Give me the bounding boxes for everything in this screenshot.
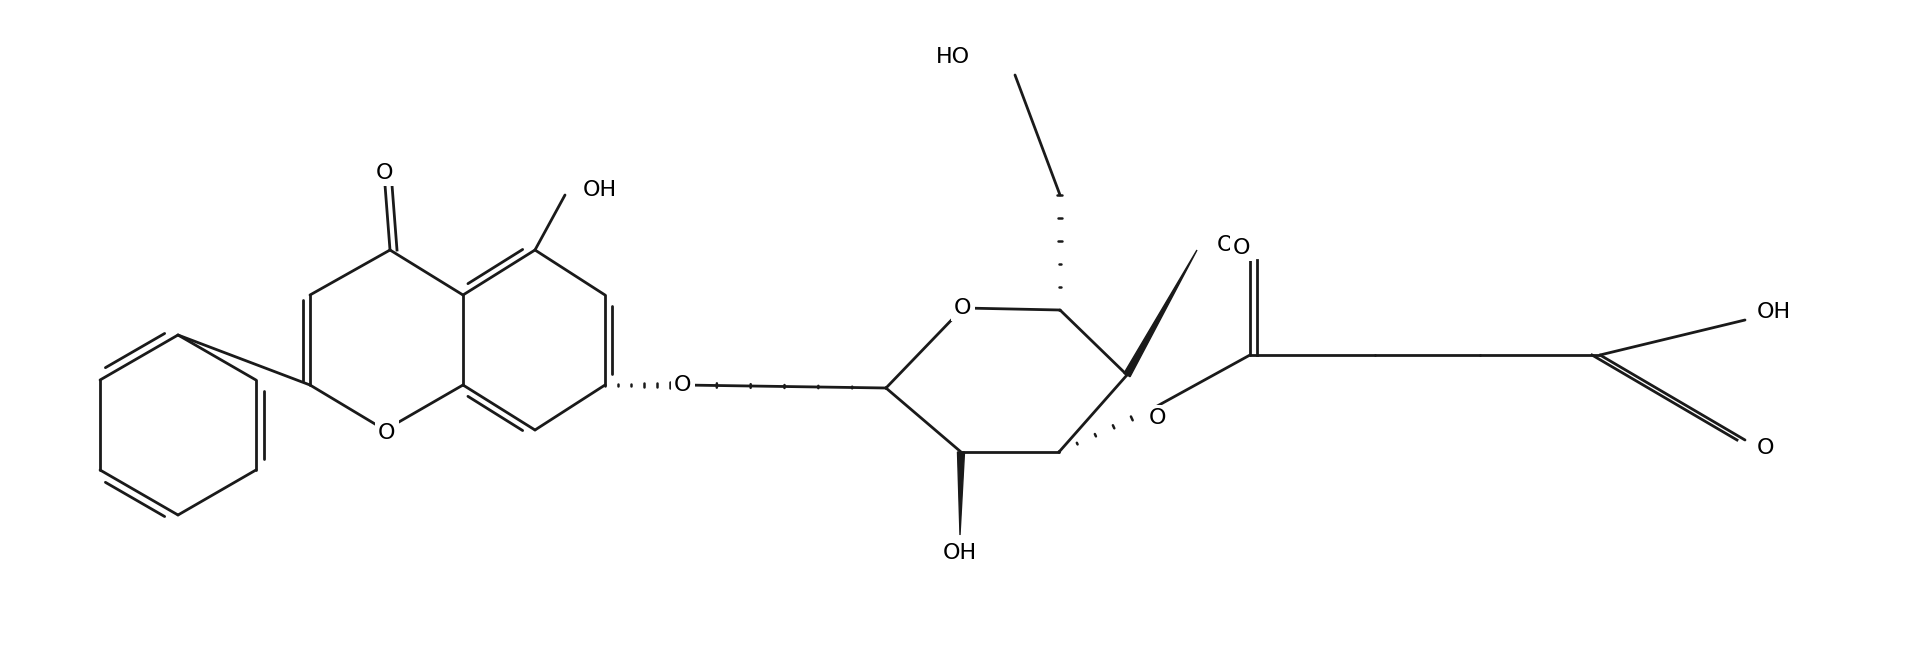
Text: O: O — [1233, 238, 1250, 258]
Text: OH: OH — [583, 180, 617, 200]
Text: OH: OH — [1756, 302, 1791, 322]
Text: OH: OH — [943, 543, 977, 563]
Text: O: O — [377, 423, 396, 443]
Text: O: O — [1756, 438, 1774, 458]
Polygon shape — [1124, 250, 1196, 377]
Text: O: O — [1149, 408, 1166, 428]
Text: O: O — [674, 375, 692, 395]
Text: OH: OH — [1217, 235, 1250, 255]
Text: O: O — [954, 298, 972, 318]
Text: O: O — [375, 163, 394, 183]
Polygon shape — [956, 452, 964, 535]
Text: HO: HO — [935, 47, 970, 67]
